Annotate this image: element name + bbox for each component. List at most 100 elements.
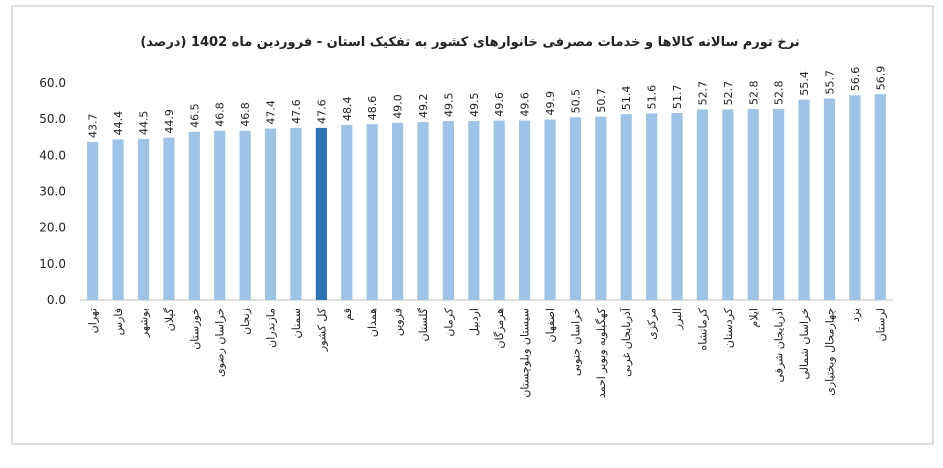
y-tick-label: 30.0 xyxy=(39,185,66,199)
x-tick-label: ایلام xyxy=(747,308,760,328)
value-label: 52.7 xyxy=(696,81,709,106)
value-label: 49.9 xyxy=(544,91,557,116)
bar xyxy=(239,130,251,300)
x-tick-label: چهارمحال وبختیاری xyxy=(823,308,836,396)
value-label: 51.6 xyxy=(646,85,659,110)
x-tick-label: اردبیل xyxy=(468,308,481,336)
value-label: 49.2 xyxy=(417,94,430,119)
x-tick-label: مازندران xyxy=(265,308,278,348)
value-label: 55.4 xyxy=(798,71,811,96)
value-label: 43.7 xyxy=(87,113,100,138)
value-label: 49.0 xyxy=(392,94,405,119)
x-tick-label: خراسان رضوی xyxy=(214,308,227,377)
value-label: 50.7 xyxy=(595,88,608,113)
value-label: 46.5 xyxy=(188,103,201,128)
value-label: 44.9 xyxy=(163,109,176,134)
value-label: 46.8 xyxy=(214,102,227,127)
x-tick-label: فارس xyxy=(112,308,125,335)
value-label: 56.6 xyxy=(849,67,862,92)
x-tick-label: کردستان xyxy=(722,307,735,348)
value-label: 49.5 xyxy=(442,92,455,117)
x-tick-label: خراسان جنوبی xyxy=(569,308,582,376)
x-tick-label: خوزستان xyxy=(188,308,201,350)
bar xyxy=(87,141,99,300)
x-tick-label: کهگیلویه وبویر احمد xyxy=(595,307,608,398)
y-tick-label: 50.0 xyxy=(39,112,66,126)
y-tick-label: 60.0 xyxy=(39,76,66,90)
x-tick-label: آذربایجان شرقی xyxy=(772,307,786,382)
x-tick-label: خراسان شمالی xyxy=(798,308,811,380)
bar xyxy=(417,122,429,300)
bar xyxy=(722,109,734,300)
x-tick-label: بوشهر xyxy=(138,308,151,338)
value-label: 56.9 xyxy=(874,66,887,91)
bar xyxy=(798,99,810,301)
value-label: 47.6 xyxy=(290,99,303,124)
bar xyxy=(696,109,709,300)
x-tick-label: گلستان xyxy=(417,307,430,341)
bar xyxy=(366,124,378,300)
bar xyxy=(874,94,886,300)
bar xyxy=(620,114,632,300)
x-tick-label: آذربایجان غربی xyxy=(619,307,633,377)
bar xyxy=(493,120,505,300)
bar xyxy=(264,128,277,300)
y-tick-label: 20.0 xyxy=(39,221,66,235)
x-tick-label: سیستان وبلوچستان xyxy=(519,308,532,398)
x-tick-label: یزد xyxy=(849,308,862,322)
bar xyxy=(341,124,353,300)
x-tick-label: مرکزی xyxy=(646,308,659,340)
x-tick-label: کل کشور xyxy=(315,307,328,352)
bar xyxy=(315,127,327,300)
bar xyxy=(595,116,607,300)
value-label: 51.4 xyxy=(620,86,633,111)
value-label: 48.4 xyxy=(341,96,354,121)
bar xyxy=(747,109,759,300)
y-tick-label: 10.0 xyxy=(39,257,66,271)
value-label: 48.6 xyxy=(366,96,379,121)
x-tick-label: همدان xyxy=(366,308,379,337)
bar xyxy=(112,139,124,300)
bar xyxy=(671,113,683,300)
value-label: 47.6 xyxy=(315,99,328,124)
value-label: 49.5 xyxy=(468,92,481,117)
x-tick-label: لرستان xyxy=(874,308,887,341)
value-label: 55.7 xyxy=(823,70,836,95)
value-label: 49.6 xyxy=(519,92,532,117)
bar xyxy=(773,109,785,300)
bar xyxy=(468,120,480,300)
bar xyxy=(163,137,175,300)
x-tick-label: کرمان xyxy=(442,307,455,336)
x-tick-label: زنجان xyxy=(239,308,252,335)
x-tick-label: کرمانشاه xyxy=(696,307,709,350)
bar xyxy=(823,98,836,300)
bar xyxy=(519,120,531,300)
x-tick-label: قزوین xyxy=(392,308,405,336)
value-label: 52.8 xyxy=(773,81,786,106)
x-tick-label: اصفهان xyxy=(544,308,557,342)
x-tick-label: تهران xyxy=(87,308,100,333)
value-label: 51.7 xyxy=(671,85,684,110)
bar xyxy=(214,130,226,300)
value-label: 47.4 xyxy=(265,100,278,125)
value-label: 49.6 xyxy=(493,92,506,117)
bar xyxy=(290,127,302,300)
x-tick-label: قم xyxy=(341,308,354,321)
bar xyxy=(391,122,404,301)
y-tick-label: 0.0 xyxy=(47,293,66,307)
x-tick-label: البرز xyxy=(671,308,684,330)
x-tick-label: گیلان xyxy=(163,307,176,331)
bar xyxy=(569,117,582,300)
value-label: 46.8 xyxy=(239,102,252,127)
bar xyxy=(137,139,150,300)
value-label: 44.4 xyxy=(112,111,125,136)
bar xyxy=(646,113,658,300)
chart-title: نرخ تورم سالانه کالاها و خدمات مصرفی خان… xyxy=(140,35,799,50)
x-tick-label: سمنان xyxy=(290,308,303,338)
value-label: 52.7 xyxy=(722,81,735,106)
value-label: 52.8 xyxy=(747,81,760,106)
bar xyxy=(188,131,200,300)
y-tick-label: 40.0 xyxy=(39,148,66,162)
bar xyxy=(544,119,556,300)
